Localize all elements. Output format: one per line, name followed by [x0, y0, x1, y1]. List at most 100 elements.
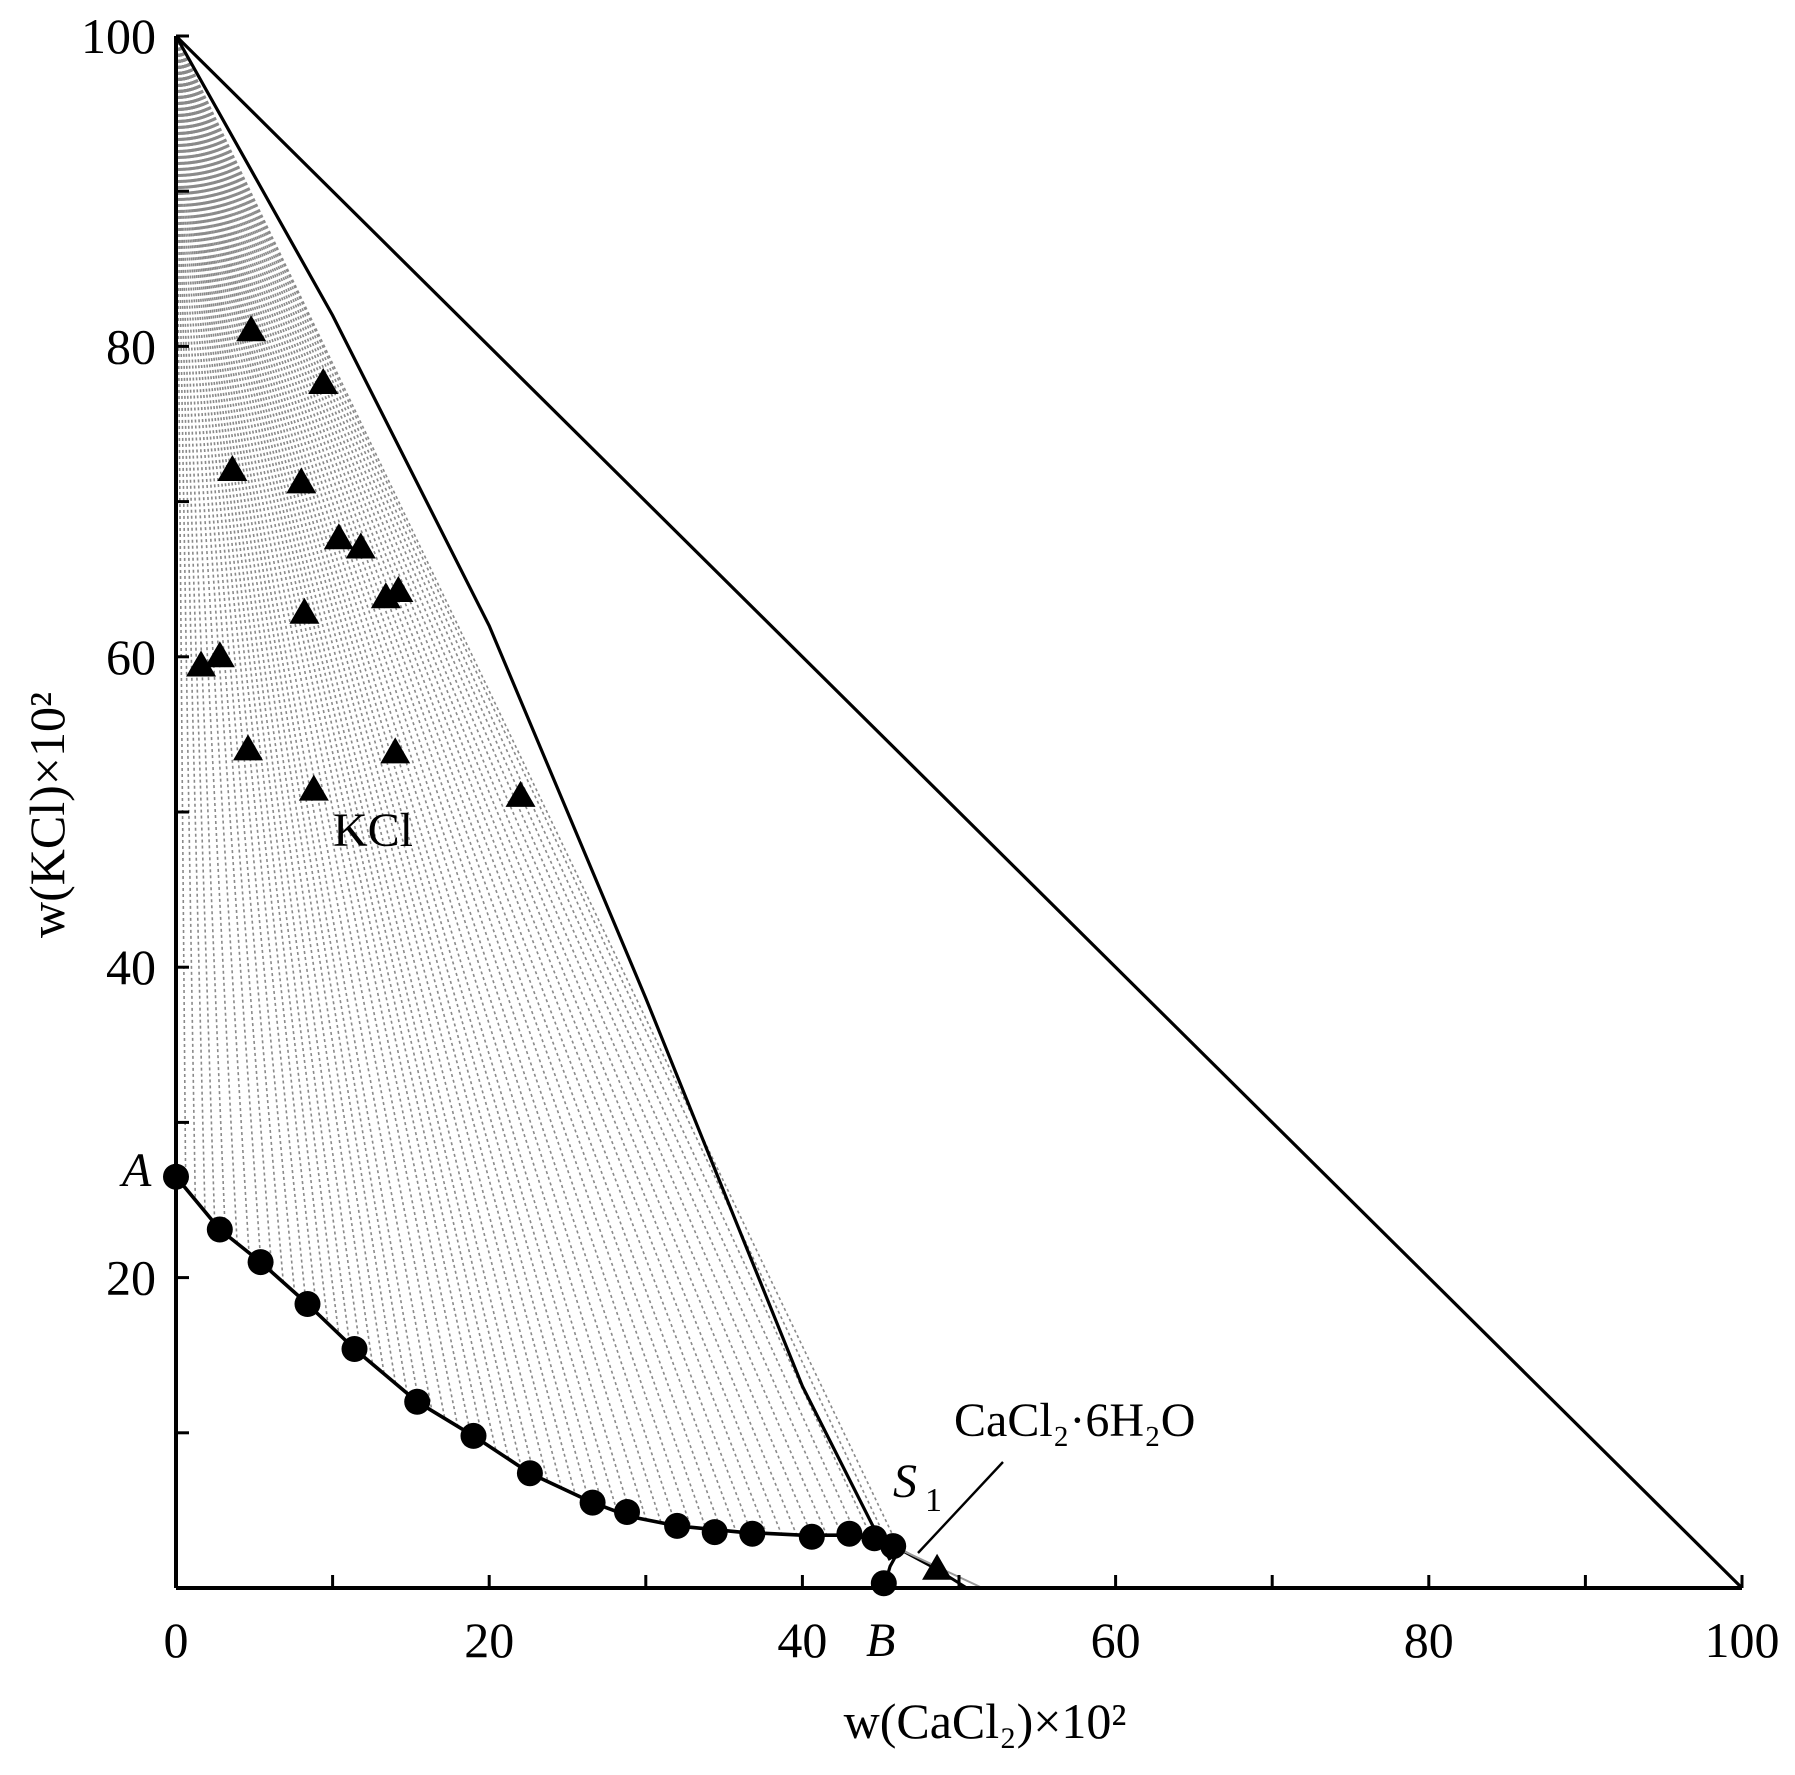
y-tick-label: 60: [106, 629, 156, 685]
x-tick-label: 100: [1705, 1612, 1780, 1668]
y-tick-label: 40: [106, 939, 156, 995]
tie-line: [175, 35, 307, 1303]
x-tick-label: 40: [777, 1612, 827, 1668]
tie-line: [175, 35, 329, 1324]
y-tick-label: 100: [81, 8, 156, 64]
data-point-circle: [739, 1520, 766, 1547]
kcl-region-boundary: [174, 35, 892, 1561]
data-point-circle: [341, 1336, 368, 1362]
tie-line: [175, 35, 722, 1531]
point-label-s1-subscript: 1: [925, 1482, 942, 1519]
data-point-circle: [836, 1520, 863, 1547]
data-point-circle: [460, 1422, 487, 1449]
tie-line: [175, 35, 497, 1451]
tie-line: [175, 35, 408, 1394]
x-axis-title: w(CaCl₂)×10²: [844, 1693, 1127, 1749]
data-point-triangle: [217, 454, 248, 481]
tie-line: [175, 35, 433, 1411]
data-point-circle: [163, 1163, 189, 1190]
data-point-circle: [664, 1512, 691, 1539]
data-point-triangle: [383, 576, 414, 603]
data-point-triangle: [380, 737, 411, 764]
tie-line: [175, 35, 737, 1533]
tie-line: [175, 35, 901, 1550]
data-point-triangle: [233, 734, 264, 761]
data-point-triangle: [922, 1553, 953, 1580]
tie-line: [175, 35, 768, 1534]
data-point-circle: [516, 1460, 543, 1487]
tie-line: [175, 35, 510, 1460]
tie-line: [175, 35, 197, 1201]
point-label-a: A: [119, 1144, 152, 1197]
label-leader-line: [917, 1461, 1004, 1554]
tie-line: [175, 35, 206, 1212]
tie-line: [175, 35, 618, 1513]
data-point-triangle: [186, 650, 217, 677]
tie-line: [175, 35, 296, 1293]
axes: 0 20 40 60 80 100 20 40 60 80 100: [81, 8, 1780, 1668]
tie-line: [175, 35, 340, 1334]
x-tick-label: 60: [1091, 1612, 1141, 1668]
x-tick-label: 80: [1404, 1612, 1454, 1668]
tie-line: [175, 35, 227, 1234]
data-point-triangle: [323, 523, 354, 550]
tie-line: [175, 35, 446, 1419]
tie-line: [175, 35, 798, 1536]
tie-line: [175, 35, 250, 1253]
data-point-circle: [247, 1249, 274, 1276]
hypotenuse-line: [174, 34, 1744, 1590]
data-point-triangle: [298, 774, 329, 801]
y-axis-title: w(KCl)×10²: [19, 692, 75, 938]
data-point-triangle: [345, 532, 376, 559]
tie-lines: [175, 35, 901, 1550]
tie-line: [175, 35, 397, 1384]
tie-line: [175, 35, 677, 1526]
tie-line: [175, 35, 459, 1427]
tie-line: [175, 35, 813, 1536]
data-markers: [163, 315, 953, 1597]
data-point-circle: [404, 1388, 431, 1415]
data-point-triangle: [505, 780, 536, 807]
tie-line: [175, 35, 707, 1530]
tie-line: [175, 35, 692, 1528]
tie-line: [175, 35, 549, 1482]
data-point-circle: [294, 1291, 321, 1317]
tie-line: [175, 35, 318, 1313]
tie-line: [175, 35, 783, 1535]
tie-line: [175, 35, 888, 1542]
curves: [174, 34, 1744, 1590]
data-point-circle: [579, 1489, 606, 1516]
tie-line: [175, 35, 472, 1435]
data-point-triangle: [204, 641, 235, 668]
tie-line: [175, 35, 374, 1365]
point-label-s1: S: [893, 1455, 917, 1508]
tie-line: [175, 35, 351, 1345]
tie-line: [175, 35, 648, 1521]
tie-line: [175, 35, 662, 1523]
solubility-curve-a-s1: [174, 1175, 901, 1551]
data-point-circle: [870, 1570, 897, 1597]
tie-line: [175, 35, 535, 1476]
tie-line: [175, 35, 577, 1495]
data-point-circle: [798, 1523, 825, 1550]
tie-line: [175, 35, 385, 1375]
data-point-triangle: [286, 467, 317, 494]
x-tick-label: 20: [464, 1612, 514, 1668]
tie-line: [175, 35, 563, 1489]
tie-line: [175, 35, 633, 1518]
x-tick-label: 0: [164, 1612, 189, 1668]
region-label-cacl2-6h2o: CaCl₂·6H₂O: [954, 1394, 1195, 1447]
point-label-b: B: [866, 1614, 895, 1667]
data-point-circle: [614, 1499, 640, 1525]
data-point-circle: [206, 1216, 233, 1243]
region-label-kcl: KCl: [333, 804, 413, 857]
chart-labels: w(CaCl₂)×10² w(KCl)×10² A B S 1 KCl CaCl…: [19, 692, 1195, 1749]
data-point-triangle: [308, 368, 339, 395]
tie-line: [175, 35, 828, 1536]
y-tick-label: 80: [106, 318, 156, 374]
data-point-circle: [701, 1519, 728, 1546]
tie-line: [175, 35, 858, 1537]
data-point-triangle: [236, 315, 267, 342]
y-tick-label: 20: [106, 1250, 156, 1306]
